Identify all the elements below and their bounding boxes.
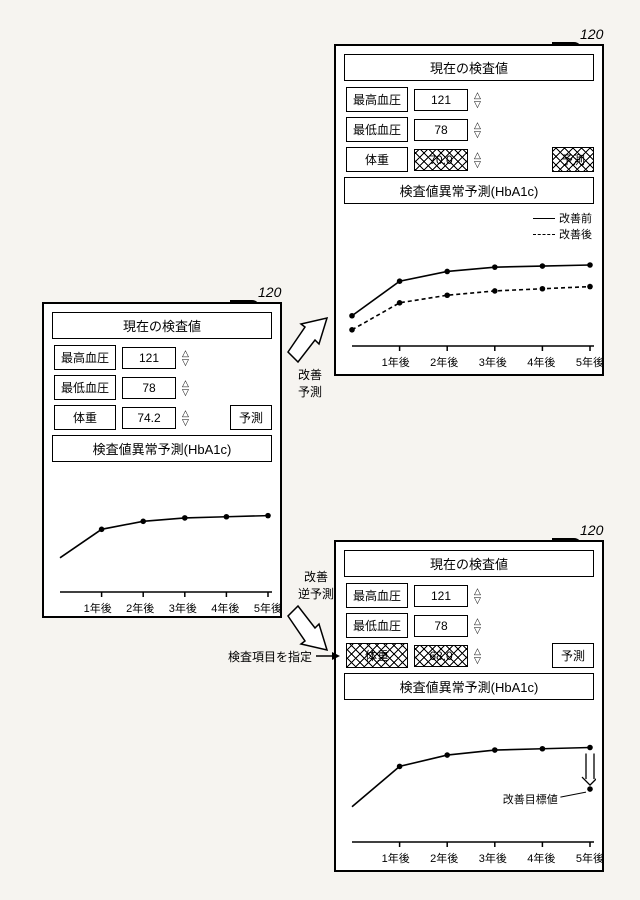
chart-header: 検査値異常予測(HbA1c): [52, 435, 272, 462]
predict-button[interactable]: 予測: [552, 147, 594, 172]
spin-up-icon[interactable]: △: [474, 91, 481, 99]
spin-down-icon[interactable]: ▽: [474, 656, 481, 664]
input-row: 体重 74.2 △▽ 予測: [54, 405, 272, 430]
field-label: 体重: [346, 643, 408, 668]
input-row: 最低血圧 78 △▽: [54, 375, 272, 400]
chart-area: 改善前 改善後1年後2年後3年後4年後5年後: [344, 210, 594, 372]
section-header: 現在の検査値: [52, 312, 272, 339]
spin-down-icon[interactable]: ▽: [474, 160, 481, 168]
chart-header: 検査値異常予測(HbA1c): [344, 177, 594, 204]
section-header: 現在の検査値: [344, 54, 594, 81]
field-value[interactable]: 121: [122, 347, 176, 369]
field-value[interactable]: 70.0: [414, 149, 468, 171]
field-value[interactable]: 121: [414, 585, 468, 607]
spin-down-icon[interactable]: ▽: [474, 626, 481, 634]
arrow-bot-label: 改善 逆予測: [298, 568, 334, 602]
spin-down-icon[interactable]: ▽: [474, 100, 481, 108]
x-axis-labels: 1年後2年後3年後4年後5年後: [82, 600, 284, 616]
field-label: 最低血圧: [346, 117, 408, 142]
spin-down-icon[interactable]: ▽: [182, 418, 189, 426]
svg-text:改善目標値: 改善目標値: [503, 792, 558, 806]
ref-br: 120: [580, 522, 603, 538]
spinner[interactable]: △▽: [182, 379, 189, 396]
panel-topright: 現在の検査値最高血圧121△▽最低血圧78△▽体重70.0△▽予測検査値異常予測…: [334, 44, 604, 376]
field-value[interactable]: 74.2: [122, 407, 176, 429]
spin-down-icon[interactable]: ▽: [182, 358, 189, 366]
field-value[interactable]: 68.0: [414, 645, 468, 667]
section-header: 現在の検査値: [344, 550, 594, 577]
chart-header: 検査値異常予測(HbA1c): [344, 673, 594, 700]
ref-left: 120: [258, 284, 281, 300]
spinner[interactable]: △▽: [474, 587, 481, 604]
panel-botright: 現在の検査値最高血圧121△▽最低血圧78△▽体重68.0△▽予測検査値異常予測…: [334, 540, 604, 872]
annot-arrow: [316, 650, 340, 662]
spin-down-icon[interactable]: ▽: [182, 388, 189, 396]
spin-up-icon[interactable]: △: [474, 647, 481, 655]
predict-button[interactable]: 予測: [552, 643, 594, 668]
spinner[interactable]: △▽: [474, 151, 481, 168]
spinner[interactable]: △▽: [474, 121, 481, 138]
chart-area: 1年後2年後3年後4年後5年後: [52, 468, 272, 618]
input-row: 最高血圧 121 △▽: [54, 345, 272, 370]
field-label: 最低血圧: [54, 375, 116, 400]
spin-down-icon[interactable]: ▽: [474, 130, 481, 138]
panel-left: 現在の検査値最高血圧121△▽最低血圧78△▽体重74.2△▽予測検査値異常予測…: [42, 302, 282, 618]
field-label: 最低血圧: [346, 613, 408, 638]
spin-up-icon[interactable]: △: [182, 379, 189, 387]
field-value[interactable]: 78: [122, 377, 176, 399]
x-axis-labels: 1年後2年後3年後4年後5年後: [380, 850, 606, 866]
spin-up-icon[interactable]: △: [182, 349, 189, 357]
annot-item-spec: 検査項目を指定: [228, 648, 312, 665]
field-label: 最高血圧: [346, 583, 408, 608]
spinner[interactable]: △▽: [474, 617, 481, 634]
spinner[interactable]: △▽: [182, 349, 189, 366]
spin-down-icon[interactable]: ▽: [474, 596, 481, 604]
spinner[interactable]: △▽: [474, 91, 481, 108]
input-row: 体重 68.0 △▽ 予測: [346, 643, 594, 668]
predict-button[interactable]: 予測: [230, 405, 272, 430]
field-label: 体重: [54, 405, 116, 430]
chart-area: 操作改善目標値1年後2年後3年後4年後5年後: [344, 706, 594, 868]
spinner[interactable]: △▽: [182, 409, 189, 426]
arrow-top: [283, 312, 333, 372]
spin-up-icon[interactable]: △: [474, 587, 481, 595]
arrow-top-label: 改善 予測: [298, 366, 322, 400]
field-value[interactable]: 78: [414, 119, 468, 141]
field-value[interactable]: 121: [414, 89, 468, 111]
spin-up-icon[interactable]: △: [474, 617, 481, 625]
input-row: 最低血圧 78 △▽: [346, 613, 594, 638]
field-label: 最高血圧: [346, 87, 408, 112]
ref-tr: 120: [580, 26, 603, 42]
spin-up-icon[interactable]: △: [182, 409, 189, 417]
x-axis-labels: 1年後2年後3年後4年後5年後: [380, 354, 606, 370]
input-row: 最低血圧 78 △▽: [346, 117, 594, 142]
spinner[interactable]: △▽: [474, 647, 481, 664]
field-label: 最高血圧: [54, 345, 116, 370]
input-row: 体重 70.0 △▽ 予測: [346, 147, 594, 172]
input-row: 最高血圧 121 △▽: [346, 87, 594, 112]
spin-up-icon[interactable]: △: [474, 121, 481, 129]
spin-up-icon[interactable]: △: [474, 151, 481, 159]
input-row: 最高血圧 121 △▽: [346, 583, 594, 608]
field-label: 体重: [346, 147, 408, 172]
field-value[interactable]: 78: [414, 615, 468, 637]
